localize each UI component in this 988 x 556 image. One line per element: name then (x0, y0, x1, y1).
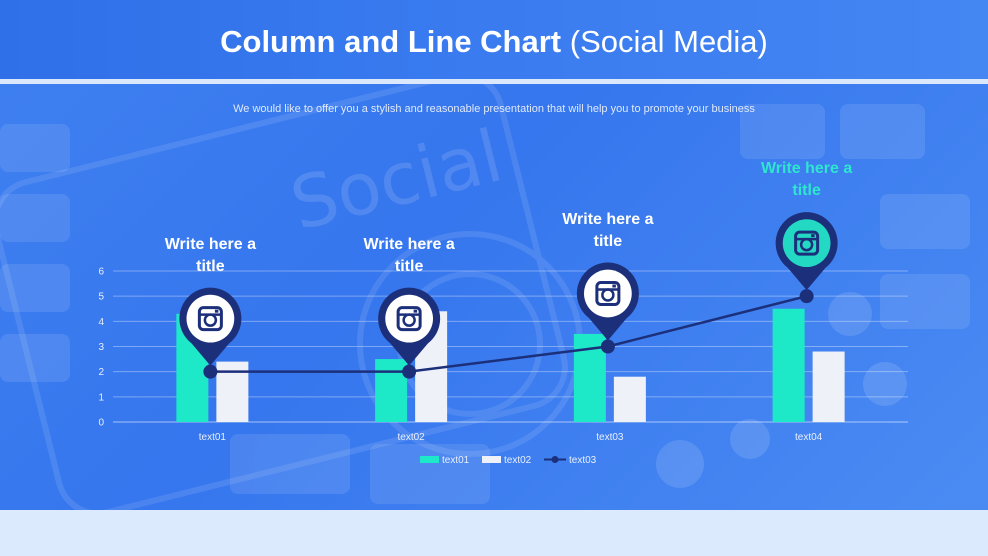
instagram-frame (197, 306, 223, 332)
x-tick-label: text01 (199, 432, 227, 443)
pin-tail (787, 267, 826, 291)
background-decoration: Social (0, 84, 970, 510)
y-tick-label: 3 (98, 342, 104, 353)
page-title-main: Column and Line Chart (220, 24, 562, 59)
y-tick-label: 5 (98, 292, 104, 303)
instagram-frame (595, 281, 621, 306)
annotation-title: Write here a title (562, 210, 654, 250)
map-pin (775, 212, 838, 291)
instagram-lens (799, 237, 814, 252)
pin-tail (588, 317, 628, 341)
instagram-lens (203, 313, 218, 327)
instagram-lens (601, 288, 615, 302)
line-series-text03 (210, 294, 807, 373)
page-title: Column and Line Chart (Social Media) (0, 0, 988, 84)
instagram-frame (794, 230, 820, 256)
bar-1 (375, 359, 408, 422)
pin-inner (584, 269, 632, 318)
annotation-title: Write here a title (164, 235, 257, 275)
legend-label: text02 (504, 455, 532, 466)
y-tick-label: 1 (98, 392, 104, 403)
instagram-flash (811, 234, 815, 238)
y-tick-label: 2 (98, 367, 104, 378)
legend-swatch (482, 456, 501, 463)
footer-strip (0, 510, 988, 556)
instagram-flash (413, 309, 418, 313)
instagram-flash (612, 284, 616, 288)
pin-tail (191, 342, 230, 366)
instagram-icon (595, 281, 621, 306)
line-point (402, 364, 417, 379)
x-tick-label: text03 (596, 432, 624, 443)
legend-label: text03 (569, 455, 597, 466)
legend-swatch-dot (551, 456, 559, 463)
bar-1 (772, 308, 805, 422)
annotation-title: Write here a title (363, 235, 455, 275)
pin-inner (186, 294, 235, 343)
line-point (600, 339, 615, 354)
legend-swatch (420, 456, 439, 463)
x-tick-label: text04 (795, 432, 823, 443)
pin-tail (389, 342, 429, 366)
chart-panel: Social (0, 84, 988, 510)
instagram-icon (794, 230, 820, 256)
x-tick-label: text02 (398, 432, 426, 443)
y-tick-label: 0 (98, 418, 104, 429)
annotation-title: Write here a title (760, 160, 853, 200)
instagram-icon (197, 306, 223, 332)
legend-label: text01 (442, 455, 470, 466)
instagram-icon (396, 306, 422, 332)
map-pin (378, 287, 441, 366)
page-title-suffix: (Social Media) (569, 24, 768, 59)
y-tick-label: 6 (98, 267, 104, 278)
subtitle: We would like to offer you a stylish and… (233, 103, 755, 115)
legend: text01 text02 text03 (420, 455, 597, 466)
map-pin (576, 262, 639, 341)
map-pin (179, 287, 242, 366)
instagram-flash (214, 309, 219, 313)
line-point (203, 364, 218, 379)
pin-inner (385, 294, 433, 343)
bar-2 (613, 376, 646, 422)
pin-inner (782, 219, 831, 268)
header-bar (0, 0, 988, 79)
instagram-lens (402, 313, 416, 327)
bar-2 (812, 351, 845, 422)
header-divider (0, 79, 988, 84)
line-point (799, 289, 814, 304)
instagram-frame (396, 306, 422, 332)
y-tick-label: 4 (98, 317, 104, 328)
